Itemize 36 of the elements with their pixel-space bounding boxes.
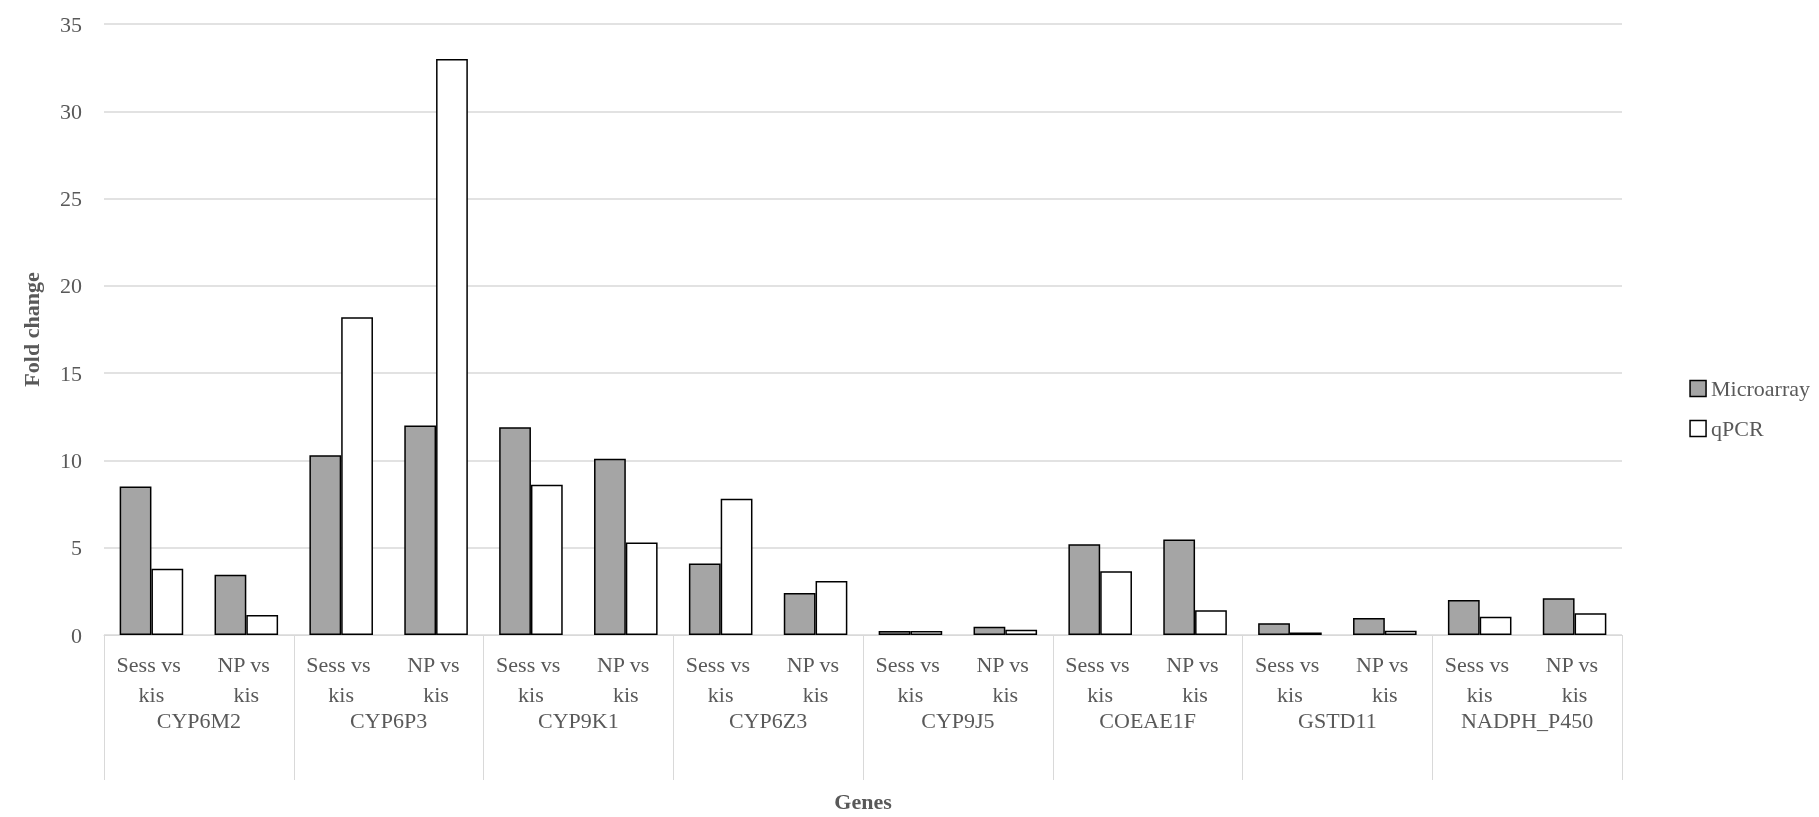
x-tick-label: Sess vs kis xyxy=(496,651,566,707)
y-tick-label: 35 xyxy=(60,11,82,37)
x-tick-label: NP vs kis xyxy=(786,651,845,707)
x-tick-label: NP vs kis xyxy=(217,651,276,707)
x-tick-label: Sess vs kis xyxy=(1255,651,1325,707)
text: CYP9K1 xyxy=(538,707,619,733)
legend-label: Microarray xyxy=(1711,376,1811,401)
x-tick-label: Sess vs kis xyxy=(685,651,756,707)
y-tick-label: 0 xyxy=(71,622,82,648)
y-tick-label: 5 xyxy=(71,535,82,561)
x-tick-label: Sess vs kis xyxy=(1444,651,1515,707)
x-tick-label: Sess vs kis xyxy=(116,651,187,707)
text: NADPH_P450 xyxy=(1461,707,1594,733)
y-tick-label: 15 xyxy=(60,360,82,386)
y-tick-label: 30 xyxy=(60,98,82,124)
text: CYP6M2 xyxy=(156,707,242,733)
x-tick-label: NP vs kis xyxy=(1166,651,1224,707)
y-axis-title: Fold change xyxy=(18,272,44,387)
x-tick-label: NP vs kis xyxy=(596,651,655,707)
text: CYP6Z3 xyxy=(729,707,808,733)
x-tick-label: Sess vs kis xyxy=(306,651,377,707)
text: GSTD11 xyxy=(1298,707,1377,733)
text: CYP6P3 xyxy=(350,707,428,733)
x-tick-label: NP vs kis xyxy=(1355,651,1414,707)
y-tick-label: 20 xyxy=(60,273,82,299)
text: COEAE1F xyxy=(1099,707,1196,733)
x-axis-title: Genes xyxy=(834,788,893,814)
text: CYP9J5 xyxy=(921,707,995,733)
x-tick-label: NP vs kis xyxy=(407,651,465,707)
y-tick-label: 25 xyxy=(60,186,82,212)
legend-label: qPCR xyxy=(1711,416,1764,441)
y-tick-label: 10 xyxy=(60,447,82,473)
x-tick-label: NP vs kis xyxy=(1545,651,1604,707)
x-tick-label: NP vs kis xyxy=(976,651,1035,707)
x-tick-label: Sess vs kis xyxy=(875,651,946,707)
x-tick-label: Sess vs kis xyxy=(1065,651,1136,707)
